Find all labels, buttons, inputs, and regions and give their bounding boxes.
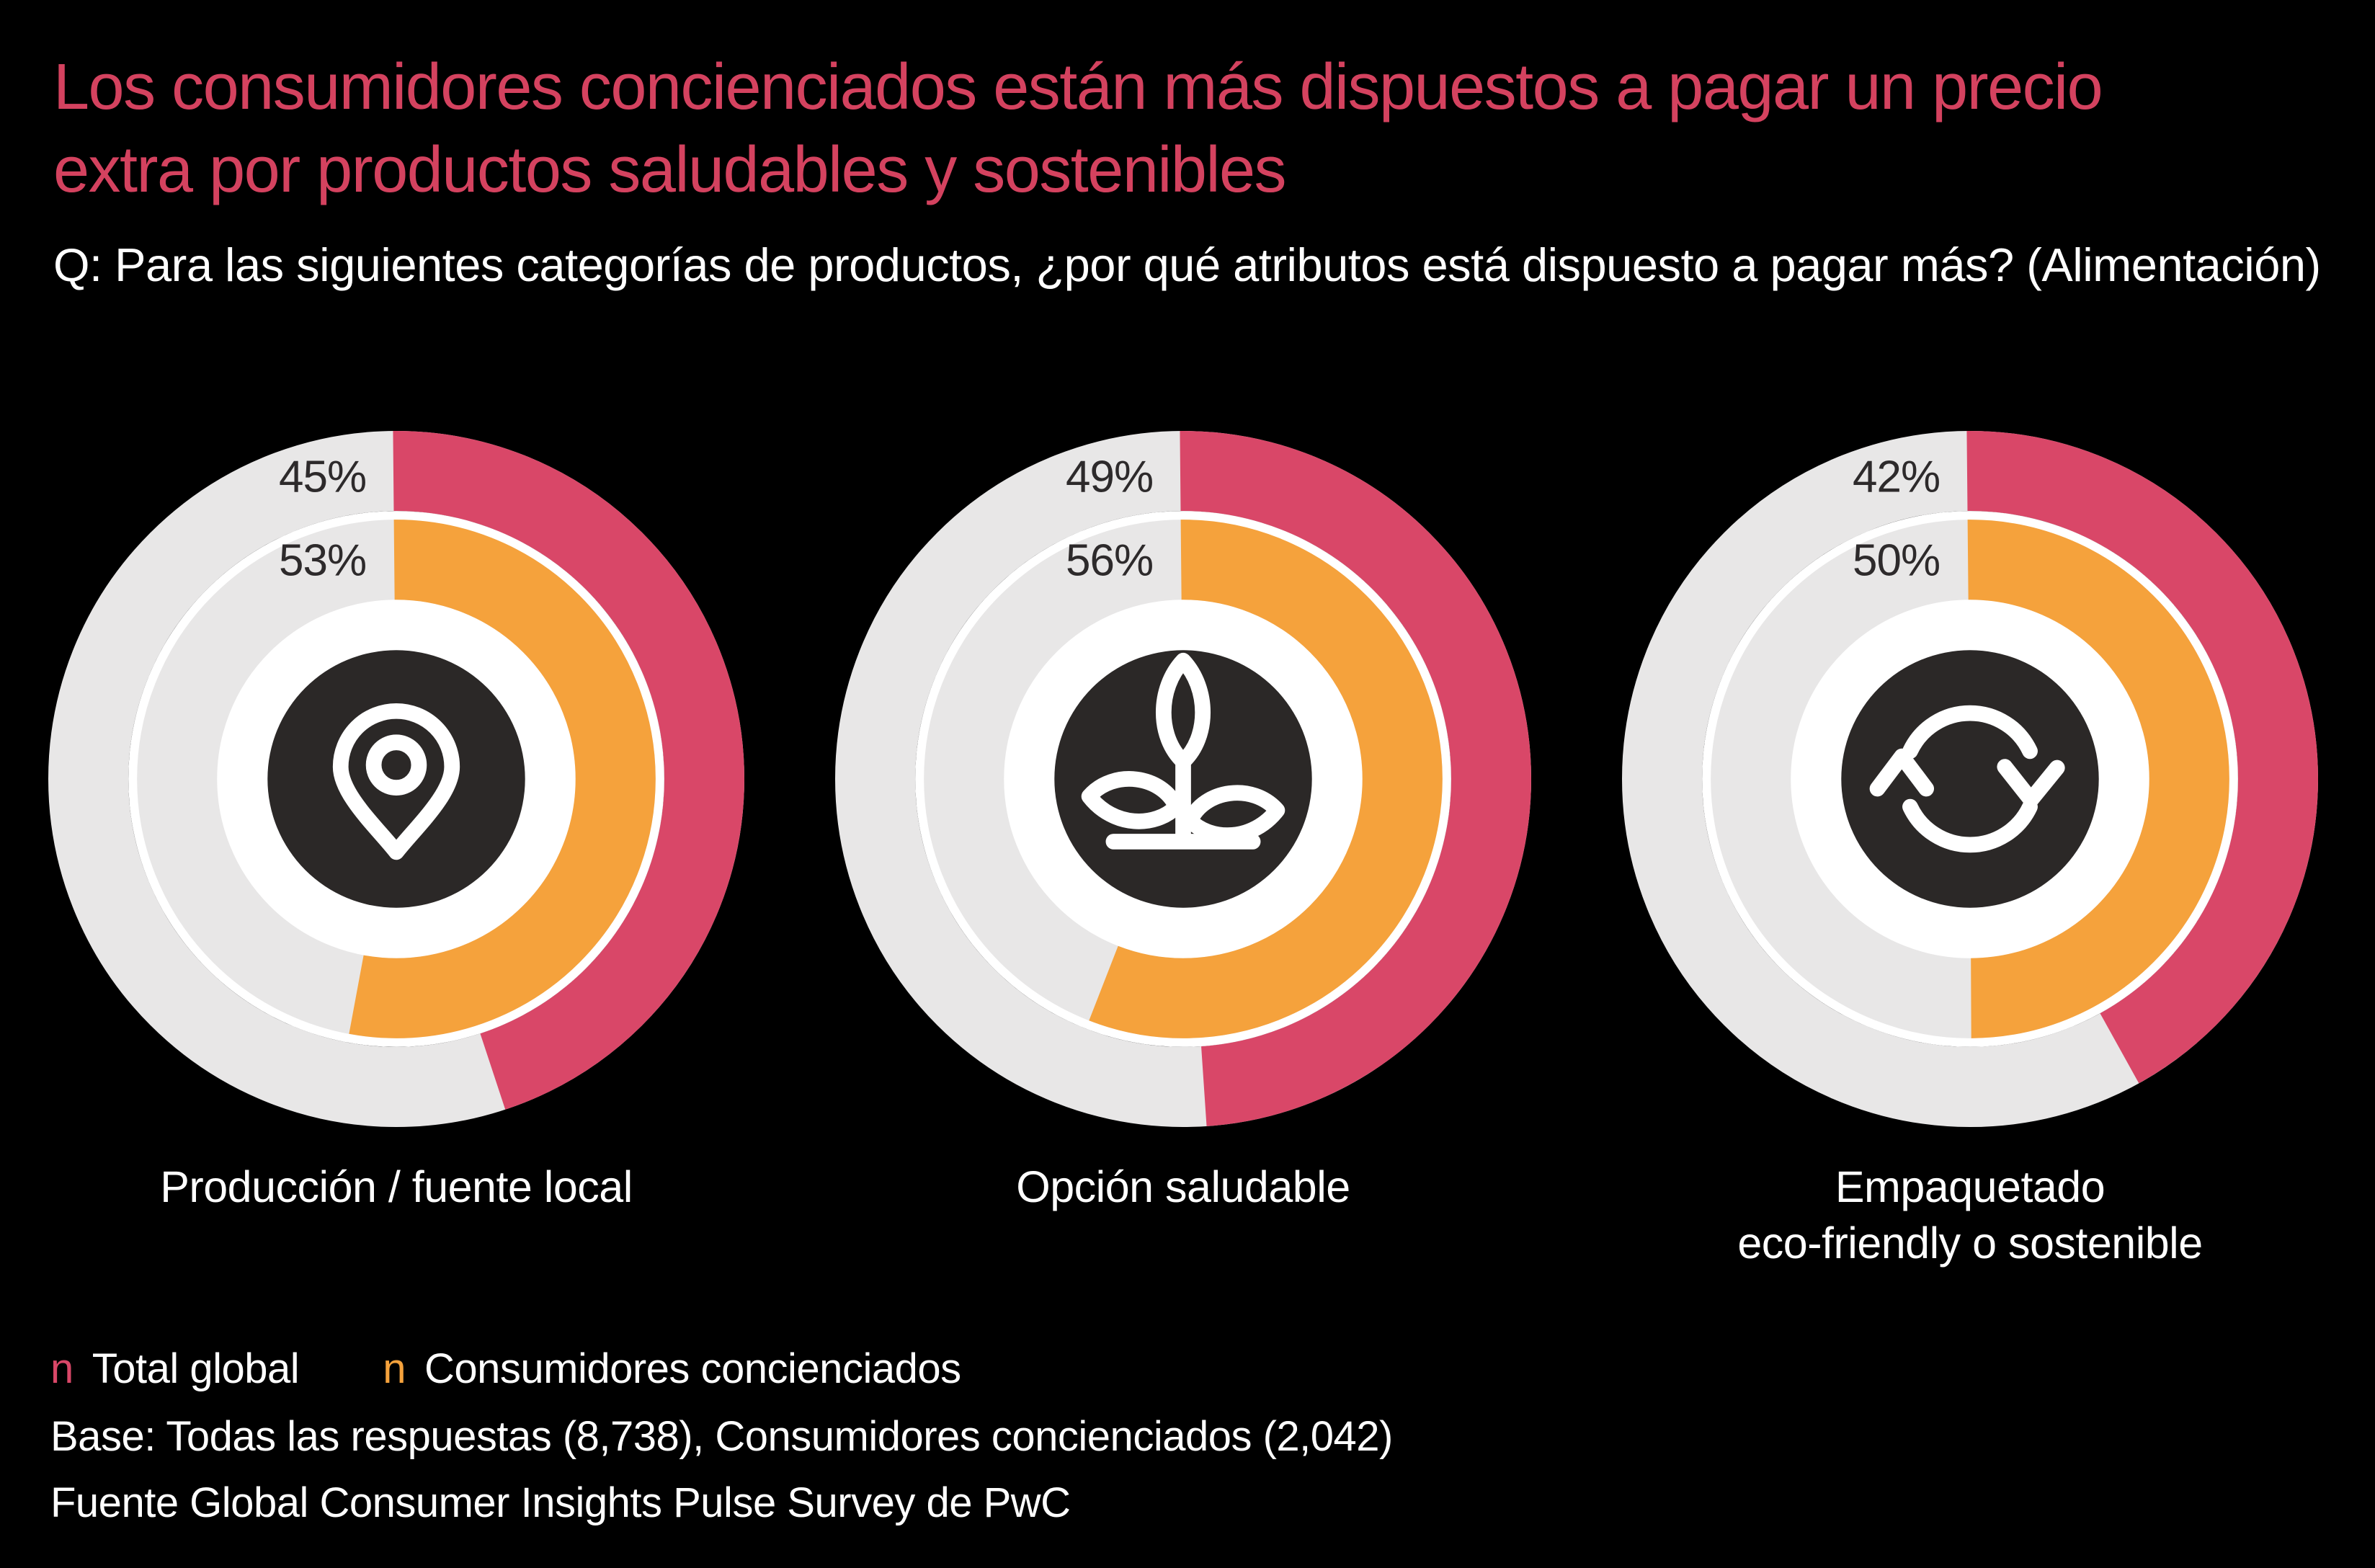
- value-total-global: 45%: [279, 452, 367, 502]
- value-concienciados: 53%: [279, 535, 367, 586]
- donut-rings: [835, 431, 1531, 1127]
- chart-title: Los consumidores concienciados están más…: [53, 51, 2103, 207]
- donut-card-empaquetado-eco: 42% 50% Empaquetado eco-friendly o soste…: [1622, 431, 2318, 1271]
- donut-caption: Opción saludable: [1016, 1162, 1350, 1211]
- location-pin-icon: [332, 703, 460, 860]
- value-concienciados: 56%: [1066, 535, 1154, 586]
- seedling-icon: [1081, 652, 1285, 850]
- donut-chart: 45% 53%: [48, 431, 744, 1127]
- donut-card-opcion-saludable: 49% 56% Opción saludable: [835, 431, 1531, 1271]
- donut-caption: Producción / fuente local: [160, 1162, 633, 1211]
- source-note: Fuente Global Consumer Insights Pulse Su…: [50, 1479, 1071, 1526]
- legend-marker-total-global: n: [50, 1345, 73, 1392]
- donut-chart: 42% 50%: [1622, 431, 2318, 1127]
- legend-item-concienciados: n Consumidores concienciados: [383, 1345, 961, 1393]
- value-concienciados: 50%: [1853, 535, 1940, 586]
- value-total-global: 42%: [1853, 452, 1940, 502]
- recycle-arrows-icon: [1869, 705, 2065, 853]
- value-total-global: 49%: [1066, 452, 1154, 502]
- legend: n Total global n Consumidores conciencia…: [50, 1345, 961, 1393]
- donut-caption: Empaquetado eco-friendly o sostenible: [1737, 1162, 2203, 1268]
- donut-card-produccion-fuente-local: 45% 53% Producción / fuente local: [48, 431, 744, 1271]
- legend-label-total-global: Total global: [92, 1345, 300, 1392]
- base-note: Base: Todas las respuestas (8,738), Cons…: [50, 1413, 1393, 1460]
- legend-label-concienciados: Consumidores concienciados: [424, 1345, 961, 1392]
- donut-row: 45% 53% Producción / fuente local 49% 56…: [48, 431, 2318, 1271]
- donut-rings: [1622, 431, 2318, 1127]
- chart-question: Q: Para las siguientes categorías de pro…: [53, 239, 2321, 291]
- donut-chart: 49% 56%: [835, 431, 1531, 1127]
- legend-marker-concienciados: n: [383, 1345, 406, 1392]
- donut-rings: [48, 431, 744, 1127]
- legend-item-total-global: n Total global: [50, 1345, 300, 1393]
